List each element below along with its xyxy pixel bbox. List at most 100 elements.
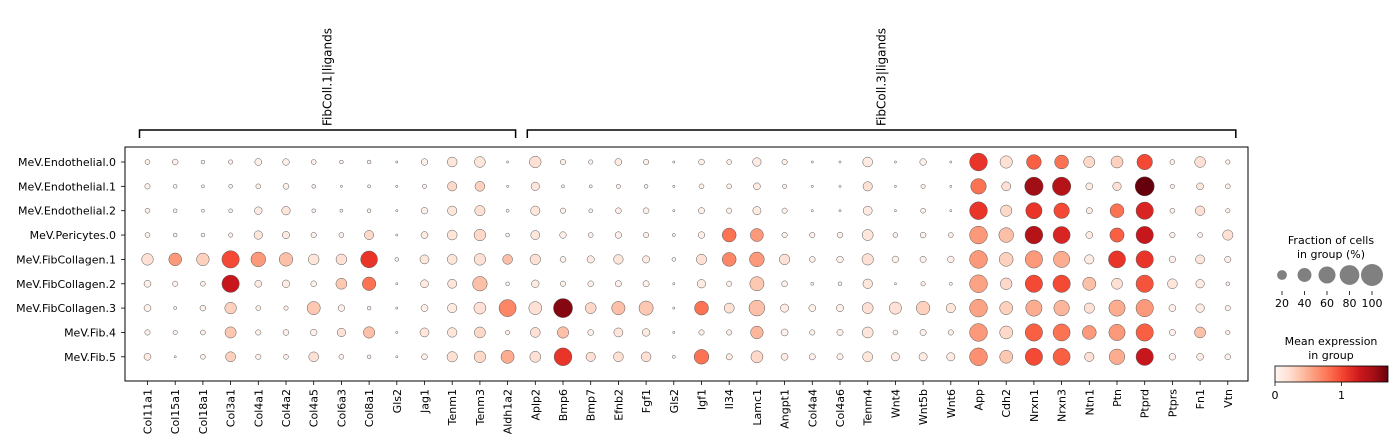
- dot-1-13: [506, 185, 509, 188]
- dot-3-16: [587, 232, 594, 238]
- gene-label: Ntn1: [1083, 389, 1096, 416]
- size-legend-title-line2: in group (%): [1297, 248, 1365, 261]
- dot-8-20: [693, 349, 710, 365]
- dot-0-32: [1026, 154, 1042, 170]
- gene-label: Col6a3: [335, 389, 348, 427]
- gene-label: Col4a1: [252, 389, 265, 427]
- dot-5-18: [642, 280, 650, 288]
- dot-4-15: [559, 256, 567, 263]
- dot-0-28: [919, 158, 927, 166]
- dot-0-8: [366, 159, 372, 165]
- dot-2-24: [810, 209, 814, 213]
- dot-5-34: [1082, 276, 1097, 291]
- dot-5-15: [560, 280, 566, 287]
- dot-1-33: [1052, 176, 1072, 196]
- dot-6-31: [999, 301, 1013, 315]
- dot-7-2: [200, 329, 206, 336]
- dot-7-0: [144, 329, 151, 336]
- gene-label: Aldh1a2: [502, 389, 515, 434]
- dot-1-15: [561, 184, 565, 189]
- dot-5-35: [1111, 278, 1123, 290]
- dot-4-18: [642, 255, 650, 264]
- dot-7-20: [698, 329, 705, 336]
- dot-3-37: [1169, 232, 1176, 238]
- dot-2-0: [144, 207, 151, 214]
- dot-1-5: [282, 183, 290, 190]
- dot-4-17: [613, 254, 624, 265]
- size-legend-dot: [1297, 268, 1312, 282]
- dot-8-17: [613, 351, 624, 362]
- dot-5-11: [447, 278, 457, 289]
- dot-6-18: [638, 300, 654, 316]
- dot-2-23: [781, 207, 788, 214]
- gene-label: Fn1: [1194, 389, 1207, 409]
- dot-2-37: [1169, 207, 1176, 214]
- dot-1-8: [367, 184, 371, 189]
- dot-7-22: [750, 325, 764, 340]
- dot-0-16: [588, 159, 594, 165]
- dot-7-12: [474, 326, 486, 339]
- gene-label: Ptprd: [1139, 389, 1152, 418]
- gene-label: Gls2: [391, 389, 404, 413]
- dot-0-23: [781, 159, 788, 165]
- gene-label: App: [973, 389, 986, 411]
- dot-5-0: [143, 280, 152, 288]
- dot-7-24: [809, 329, 816, 336]
- dot-8-22: [750, 350, 764, 364]
- group-label: MeV.FibCollagen.3: [16, 302, 116, 315]
- dot-1-23: [782, 183, 788, 189]
- dot-7-23: [780, 328, 789, 337]
- dot-7-38: [1194, 326, 1206, 339]
- dot-0-31: [999, 155, 1013, 169]
- dot-3-25: [836, 231, 844, 239]
- dot-0-34: [1083, 156, 1096, 168]
- dot-4-8: [360, 250, 378, 269]
- dot-6-5: [283, 305, 289, 311]
- dot-2-30: [969, 201, 988, 220]
- dot-1-26: [862, 181, 873, 192]
- bracket-line: [526, 129, 1237, 138]
- dot-6-9: [395, 306, 399, 310]
- dot-5-21: [726, 280, 733, 287]
- dot-7-10: [419, 327, 430, 338]
- dot-6-2: [199, 304, 207, 312]
- dot-0-29: [949, 160, 953, 164]
- dot-2-27: [894, 209, 897, 213]
- dot-0-21: [726, 159, 732, 165]
- dot-8-25: [836, 353, 844, 361]
- dot-4-5: [278, 252, 294, 267]
- bracket-line: [138, 129, 517, 138]
- gene-label: Wnt6: [945, 389, 958, 418]
- dot-4-32: [1024, 250, 1043, 269]
- dot-6-24: [808, 304, 817, 312]
- dot-1-1: [173, 184, 178, 189]
- dot-7-6: [310, 328, 318, 337]
- dot-2-39: [1225, 208, 1231, 214]
- dot-8-1: [173, 355, 177, 359]
- dot-1-34: [1085, 182, 1094, 191]
- dot-6-27: [889, 301, 902, 315]
- dot-0-25: [838, 160, 842, 164]
- dot-3-38: [1197, 232, 1203, 238]
- dot-4-34: [1084, 254, 1095, 265]
- dot-5-19: [672, 282, 676, 286]
- dot-2-7: [339, 208, 344, 213]
- dot-2-22: [752, 206, 762, 216]
- dot-1-29: [949, 185, 953, 188]
- dot-1-14: [530, 181, 540, 191]
- gene-label: Wnt4: [889, 389, 902, 418]
- dot-3-33: [1052, 226, 1071, 244]
- dot-2-6: [311, 208, 316, 213]
- dot-1-28: [920, 183, 926, 189]
- dot-4-20: [696, 253, 707, 265]
- dot-3-30: [969, 225, 988, 245]
- dot-0-17: [614, 158, 623, 166]
- dot-7-18: [642, 328, 651, 337]
- dot-5-2: [200, 281, 206, 287]
- dot-8-26: [862, 351, 873, 363]
- dot-3-23: [781, 232, 788, 238]
- dot-8-12: [473, 350, 486, 363]
- dot-3-18: [643, 232, 650, 238]
- dot-2-26: [862, 205, 873, 216]
